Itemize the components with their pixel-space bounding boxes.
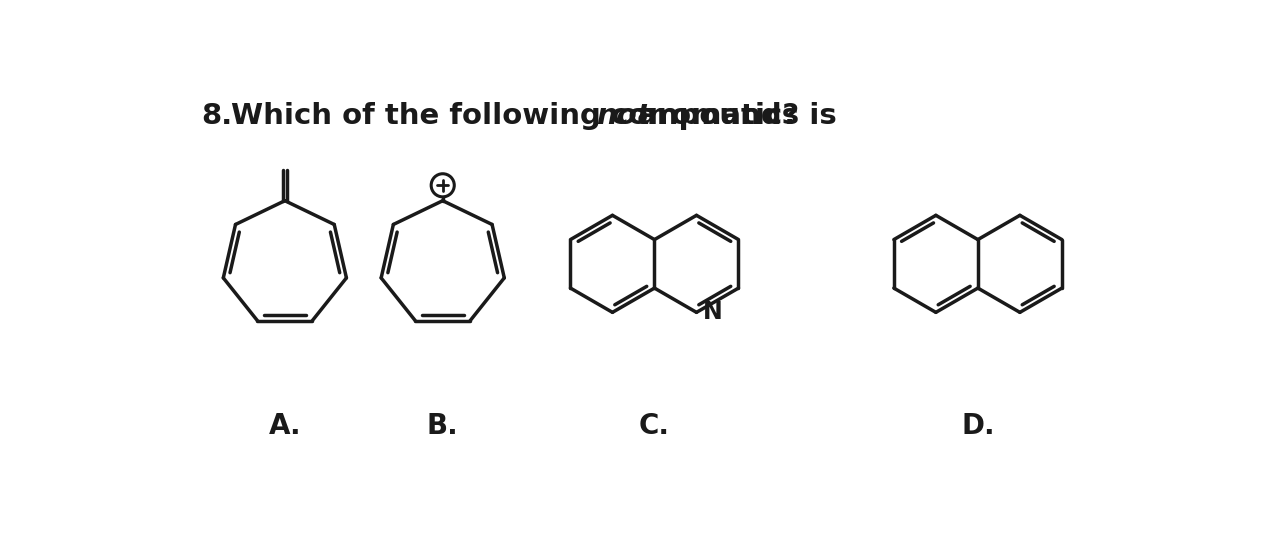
Text: D.: D. (961, 411, 994, 440)
Text: not: not (596, 102, 650, 130)
Text: aromatic?: aromatic? (626, 102, 799, 130)
Text: A.: A. (269, 411, 302, 440)
Text: N: N (702, 300, 723, 324)
Text: C.: C. (639, 411, 670, 440)
Text: 8.: 8. (202, 102, 233, 130)
Text: B.: B. (427, 411, 459, 440)
Text: Which of the following compounds is: Which of the following compounds is (231, 102, 847, 130)
